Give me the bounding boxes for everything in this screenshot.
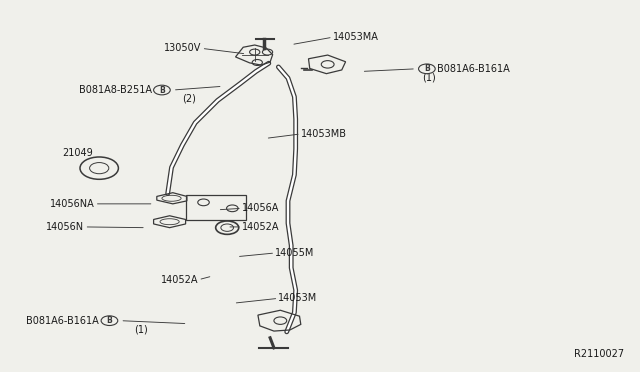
Text: 14056A: 14056A xyxy=(242,203,279,213)
Text: 14052A: 14052A xyxy=(242,222,280,232)
Text: 21049: 21049 xyxy=(63,148,93,157)
Circle shape xyxy=(154,85,170,95)
Text: (1): (1) xyxy=(134,324,148,334)
Text: 14056N: 14056N xyxy=(46,222,84,232)
Circle shape xyxy=(101,316,118,326)
Text: B081A6-B161A: B081A6-B161A xyxy=(26,316,99,326)
Text: B: B xyxy=(107,316,112,325)
Text: 14053MA: 14053MA xyxy=(333,32,379,42)
Text: 14055M: 14055M xyxy=(275,248,315,258)
Text: R2110027: R2110027 xyxy=(574,349,624,359)
Text: B: B xyxy=(159,86,164,94)
Text: B081A8-B251A: B081A8-B251A xyxy=(79,85,152,95)
Text: 14056NA: 14056NA xyxy=(50,199,95,209)
Circle shape xyxy=(419,64,435,74)
Text: 14052A: 14052A xyxy=(161,275,198,285)
Text: 13050V: 13050V xyxy=(164,44,202,53)
Text: (2): (2) xyxy=(182,93,196,103)
Text: 14053MB: 14053MB xyxy=(301,129,347,139)
Text: 14053M: 14053M xyxy=(278,294,317,303)
Text: B: B xyxy=(424,64,429,73)
Text: (1): (1) xyxy=(422,72,436,82)
Text: B081A6-B161A: B081A6-B161A xyxy=(437,64,510,74)
